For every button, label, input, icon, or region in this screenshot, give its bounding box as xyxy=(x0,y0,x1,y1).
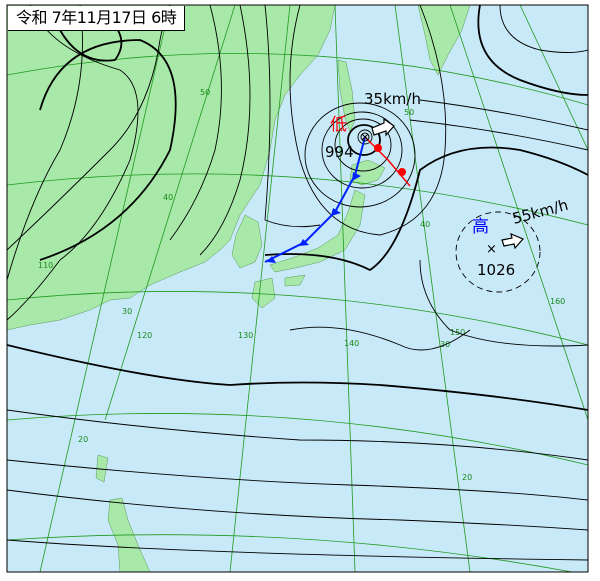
low-speed: 35km/h xyxy=(364,90,421,108)
svg-text:50: 50 xyxy=(200,88,210,97)
low-movement-arrow-icon xyxy=(371,117,395,137)
svg-text:20: 20 xyxy=(78,435,88,444)
land-hokkaido xyxy=(349,159,386,186)
land-sakhalin xyxy=(337,59,356,133)
svg-text:30: 30 xyxy=(122,307,132,316)
svg-text:160: 160 xyxy=(550,297,565,306)
land-taiwan xyxy=(95,454,109,483)
low-pressure-value: 994 xyxy=(325,143,354,161)
svg-text:50: 50 xyxy=(404,108,414,117)
svg-text:20: 20 xyxy=(462,473,472,482)
svg-text:110: 110 xyxy=(38,261,53,270)
cold-front xyxy=(264,136,366,263)
high-pressure-value: 1026 xyxy=(477,261,515,279)
high-movement-arrow-icon xyxy=(501,232,525,250)
svg-text:40: 40 xyxy=(420,220,430,229)
warm-front xyxy=(364,136,411,187)
land-korea xyxy=(231,214,263,269)
map-title: 令和 7年11月17日 6時 xyxy=(8,6,186,31)
low-pressure-center: 低 994 35km/h xyxy=(325,90,421,161)
land-asia xyxy=(7,5,336,331)
high-center-mark: × xyxy=(486,242,497,257)
svg-text:120: 120 xyxy=(137,331,152,340)
land-honshu xyxy=(269,189,366,273)
low-symbol: 低 xyxy=(330,115,347,135)
isobars xyxy=(7,5,588,561)
svg-text:130: 130 xyxy=(238,331,253,340)
map-frame xyxy=(6,4,589,573)
land-kamchatka xyxy=(417,5,471,76)
low-center-mark-icon xyxy=(360,132,370,142)
svg-text:40: 40 xyxy=(163,193,173,202)
graticule xyxy=(7,5,588,572)
high-symbol: 高 xyxy=(472,217,489,237)
land-kyushu xyxy=(251,274,306,309)
svg-text:140: 140 xyxy=(344,339,359,348)
